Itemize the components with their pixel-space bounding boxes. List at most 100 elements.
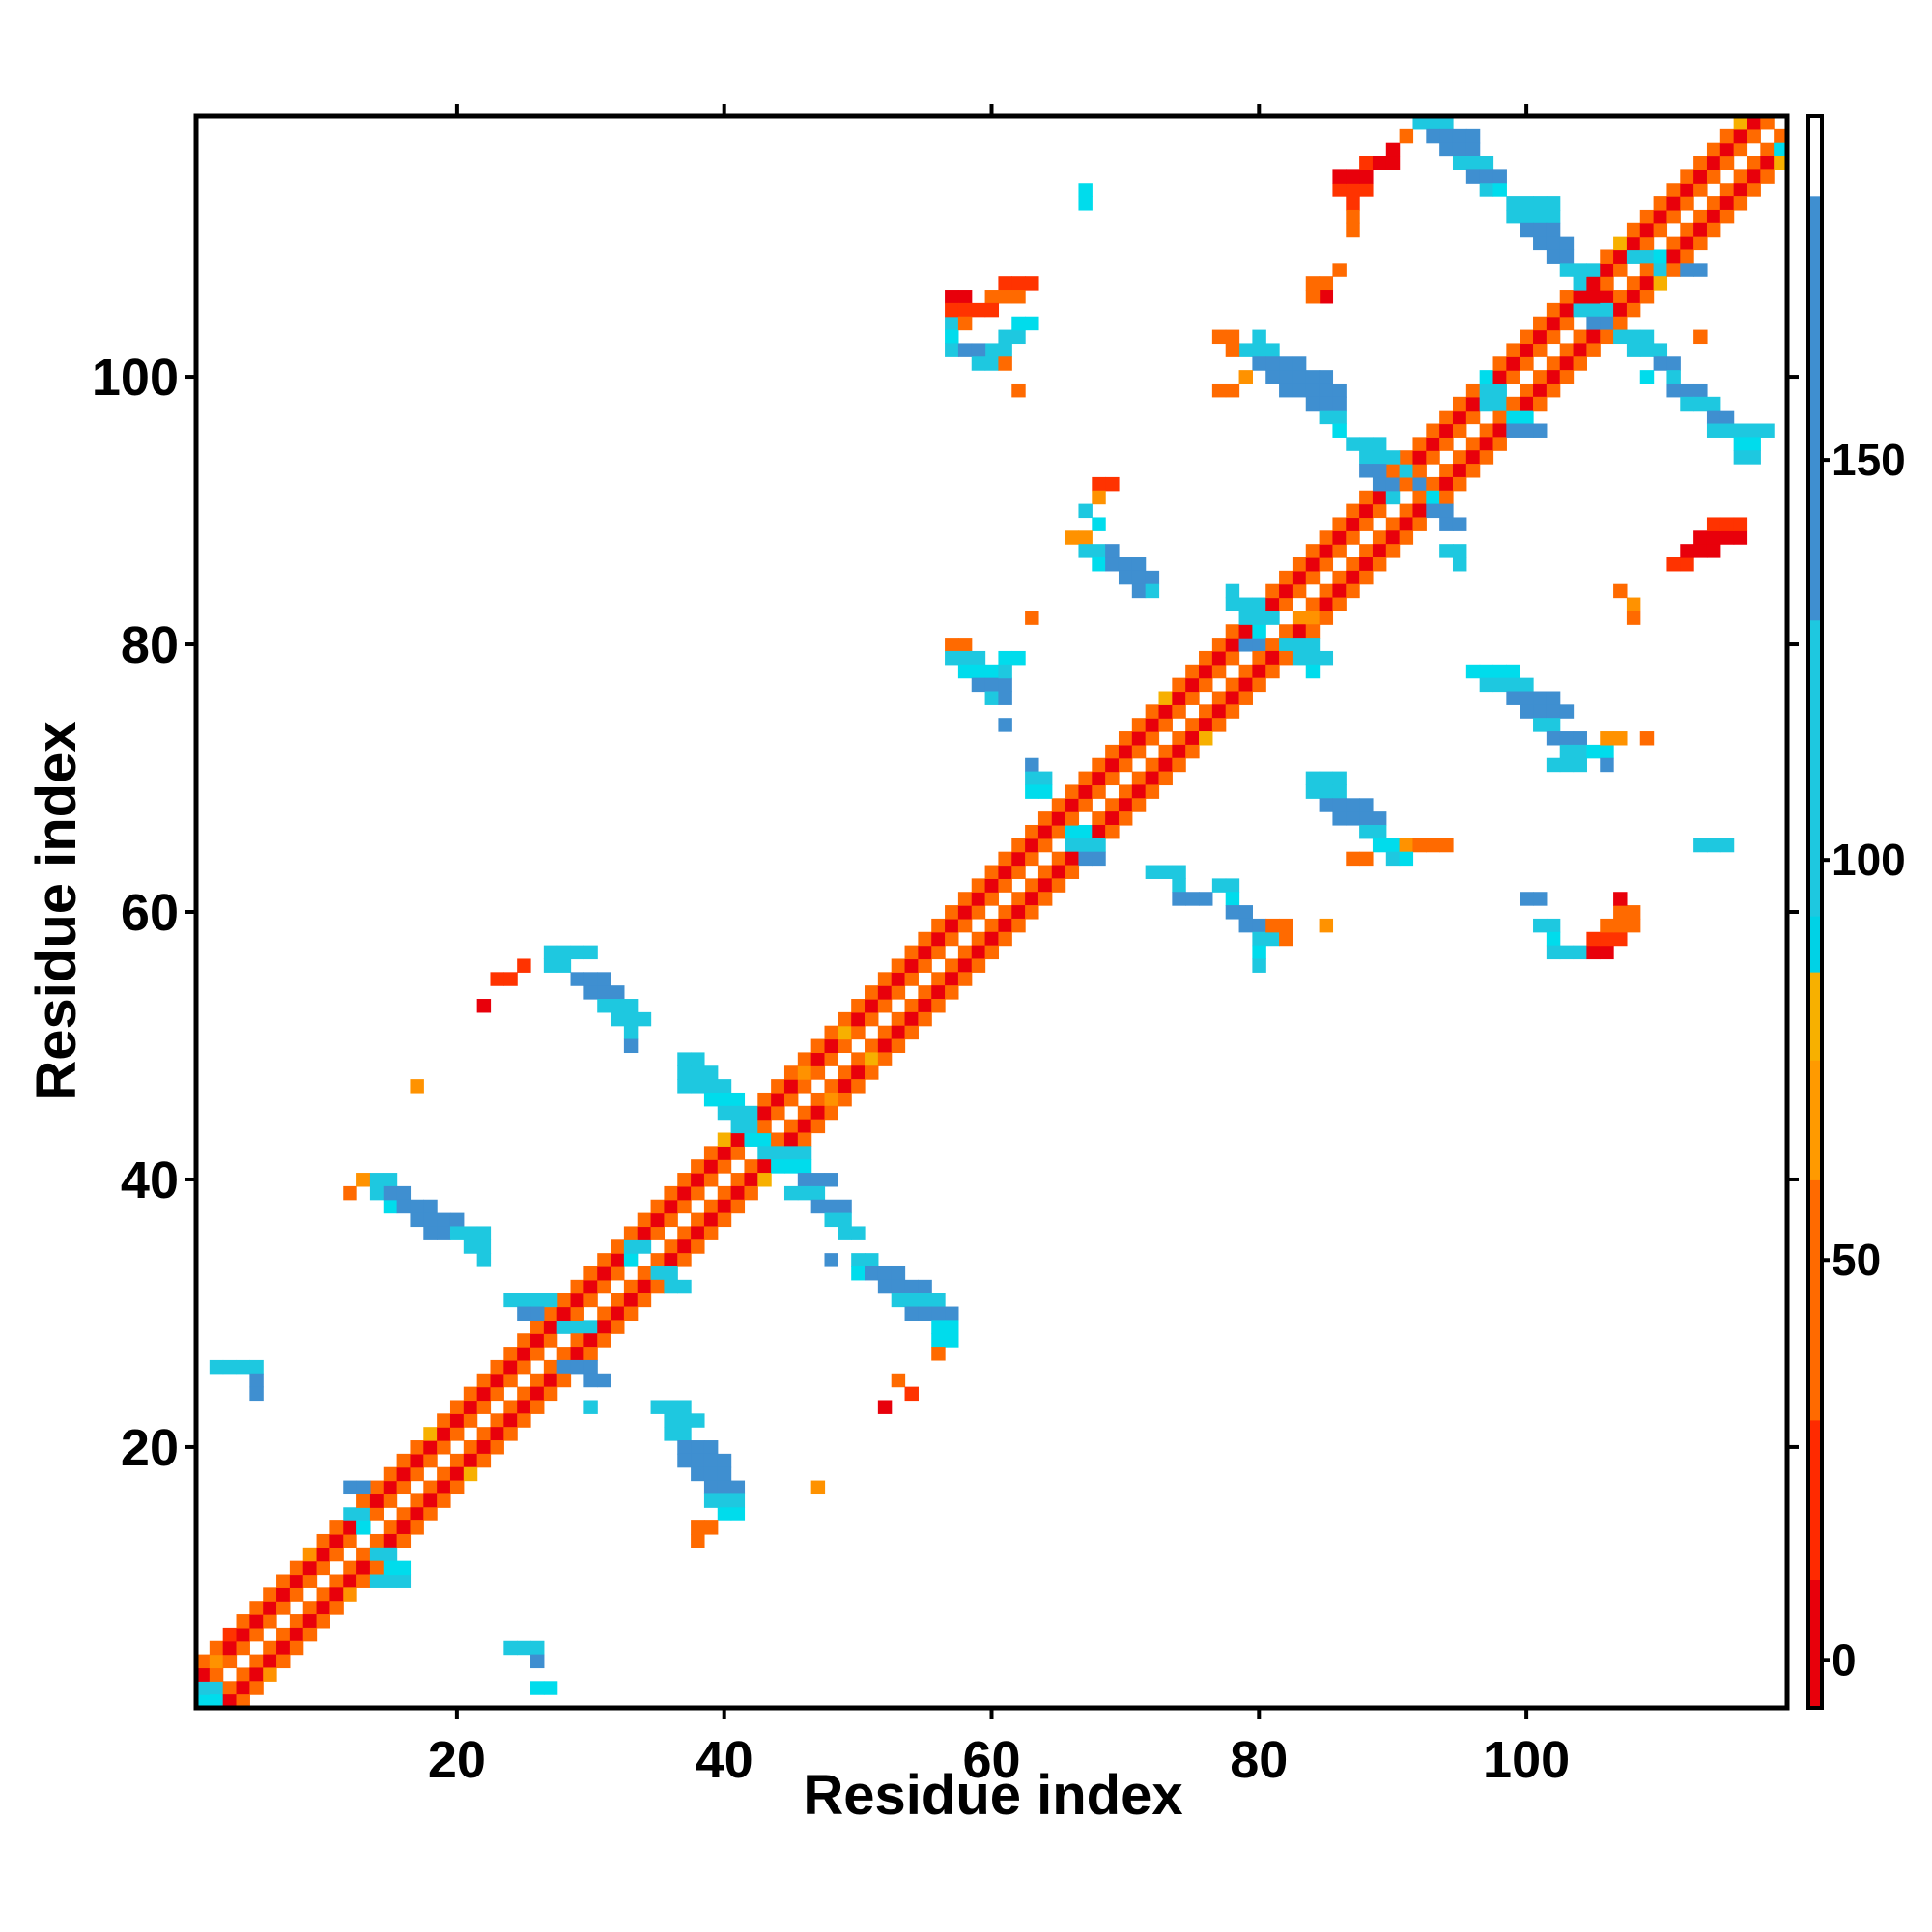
heatmap-cell (1158, 704, 1173, 719)
heatmap-cell (1733, 142, 1748, 157)
heatmap-cell (838, 1065, 852, 1080)
heatmap-cell (1332, 784, 1347, 799)
heatmap-cell (1225, 892, 1240, 906)
heatmap-cell (1265, 356, 1280, 371)
heatmap-cell (998, 664, 1012, 679)
heatmap-cell (1600, 918, 1614, 933)
heatmap-cell (316, 1560, 330, 1576)
heatmap-cell (1158, 718, 1173, 732)
heatmap-cell (771, 1092, 785, 1107)
heatmap-cell (1051, 851, 1066, 867)
heatmap-cell (730, 1092, 746, 1107)
heatmap-cell (797, 1065, 812, 1080)
heatmap-cell (1319, 544, 1334, 558)
heatmap-cell (1426, 490, 1440, 505)
heatmap-cell (1439, 464, 1454, 478)
heatmap-cell (1385, 142, 1401, 157)
heatmap-cell (1238, 918, 1253, 933)
heatmap-cell (730, 1173, 746, 1187)
heatmap-cell (691, 1520, 705, 1535)
heatmap-cell (1238, 638, 1253, 652)
heatmap-cell (570, 972, 584, 986)
heatmap-cell (1279, 931, 1293, 947)
heatmap-cell (904, 945, 919, 960)
y-tick-label: 40 (121, 1151, 179, 1209)
heatmap-cell (957, 664, 973, 679)
heatmap-cell (744, 1119, 758, 1134)
heatmap-cell (343, 1520, 357, 1535)
heatmap-cell (891, 985, 906, 1000)
heatmap-cell (490, 1413, 504, 1428)
heatmap-cell (1319, 276, 1334, 291)
heatmap-cell (1092, 811, 1106, 826)
heatmap-cell (1412, 476, 1427, 492)
heatmap-cell (703, 1493, 719, 1508)
heatmap-cell (1238, 624, 1253, 639)
heatmap-cell (1319, 530, 1334, 545)
heatmap-cell (945, 1320, 959, 1334)
heatmap-cell (783, 1119, 799, 1134)
heatmap-cell (1506, 196, 1520, 211)
colorbar-segment (1808, 116, 1822, 197)
heatmap-cell (783, 1092, 799, 1107)
heatmap-cell (797, 1173, 812, 1187)
x-axis-ticks: 20 40 60 80 100 (428, 104, 1570, 1789)
heatmap-cell (1465, 437, 1481, 451)
heatmap-cell (249, 1667, 264, 1682)
heatmap-cell (289, 1560, 304, 1576)
heatmap-cell (1372, 557, 1387, 572)
heatmap-cell (1225, 624, 1240, 639)
heatmap-cell (1172, 731, 1186, 746)
heatmap-cell (1011, 918, 1026, 933)
heatmap-cell (597, 1279, 611, 1294)
heatmap-cell (383, 1547, 398, 1562)
heatmap-cell (1533, 209, 1548, 224)
heatmap-cell (783, 1079, 799, 1094)
heatmap-cell (865, 1052, 879, 1066)
heatmap-cell (1252, 945, 1266, 960)
heatmap-cell (691, 1052, 705, 1066)
heatmap-cell (1105, 811, 1120, 826)
heatmap-cell (1439, 517, 1454, 531)
heatmap-cell (851, 1065, 866, 1080)
heatmap-cell (1520, 396, 1534, 412)
heatmap-cell (771, 1159, 785, 1174)
heatmap-cell (1292, 638, 1307, 652)
heatmap-cell (717, 1132, 732, 1147)
heatmap-cell (865, 1253, 879, 1267)
heatmap-cell (543, 1386, 558, 1402)
heatmap-cell (1279, 624, 1293, 639)
heatmap-cell (1426, 450, 1440, 465)
heatmap-cell (757, 1092, 772, 1107)
heatmap-cell (891, 1293, 906, 1308)
heatmap-cell (1078, 530, 1093, 545)
heatmap-cell (1359, 811, 1374, 826)
heatmap-cell (396, 1199, 412, 1214)
heatmap-cell (1774, 128, 1788, 144)
heatmap-cell (1319, 798, 1334, 812)
heatmap-cell (1559, 744, 1575, 759)
heatmap-cell (677, 1453, 692, 1468)
heatmap-cell (1332, 423, 1347, 438)
heatmap-cell (356, 1493, 371, 1508)
heatmap-cell (1626, 905, 1641, 920)
heatmap-cell (1185, 892, 1200, 906)
colorbar-segment (1808, 1060, 1822, 1180)
heatmap-cell (196, 1694, 211, 1709)
heatmap-cell (717, 1212, 732, 1228)
heatmap-cell (1733, 517, 1748, 531)
heatmap-cell (410, 1466, 424, 1482)
heatmap-cell (1385, 464, 1401, 478)
heatmap-cell (1666, 356, 1681, 371)
heatmap-cell (650, 1279, 666, 1294)
heatmap-cell (1533, 396, 1548, 412)
heatmap-cell (664, 1239, 678, 1254)
heatmap-cell (410, 1453, 424, 1468)
heatmap-cell (1613, 302, 1628, 318)
heatmap-cell (1025, 905, 1039, 920)
heatmap-cell (1600, 945, 1614, 960)
heatmap-cell (249, 1627, 264, 1642)
heatmap-cell (1265, 611, 1280, 625)
heatmap-cell (1586, 276, 1601, 291)
heatmap-cell (1305, 370, 1321, 384)
